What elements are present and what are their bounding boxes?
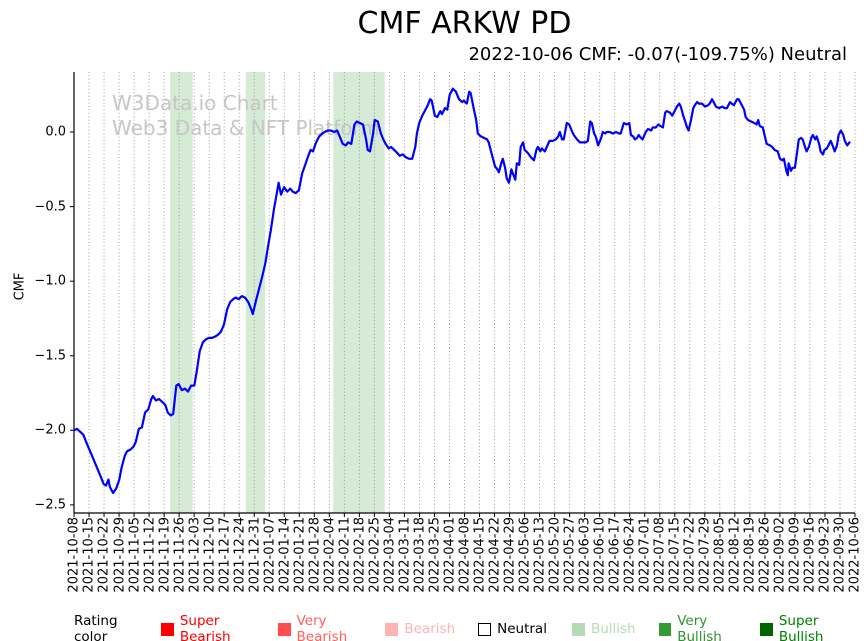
legend-item-super-bullish: Super Bullish [760, 613, 864, 641]
x-tick-label: 2021-12-24 [232, 517, 248, 593]
legend-swatch [478, 622, 492, 636]
y-tick-label: −2.0 [34, 422, 66, 438]
x-tick-label: 2022-01-14 [277, 517, 293, 593]
x-tick-labels: 2021-10-08 2021-10-15 2021-10-22 2021-10-29… [67, 517, 863, 617]
x-tick-label: 2022-03-11 [397, 517, 413, 593]
x-tick-label: 2022-02-11 [337, 517, 353, 593]
legend-item-super-bearish: Super Bearish [161, 613, 271, 641]
y-tick-label: 0.0 [45, 124, 66, 140]
legend-item-bearish: Bearish [385, 621, 455, 637]
x-tick-label: 2022-09-16 [802, 517, 818, 593]
rating-legend: Rating color Super Bearish Very Bearish Be… [74, 613, 864, 641]
x-tick-label: 2022-06-24 [622, 517, 638, 593]
x-tick-label: 2022-05-13 [532, 517, 548, 593]
x-tick-label: 2022-06-03 [577, 517, 593, 593]
legend-item-bullish: Bullish [571, 621, 636, 637]
x-tick-label: 2022-07-08 [652, 517, 668, 593]
legend-item-label: Super Bearish [179, 613, 231, 641]
x-tick-label: 2022-04-01 [442, 517, 458, 593]
x-tick-label: 2022-07-29 [697, 517, 713, 593]
x-tick-label: 2022-02-18 [352, 517, 368, 593]
x-tick-label: 2021-11-12 [142, 517, 158, 593]
legend-item-very-bullish: Very Bullish [658, 613, 754, 641]
legend-swatch [760, 622, 773, 636]
x-tick-label: 2022-08-12 [727, 517, 743, 593]
x-tick-label: 2022-09-23 [817, 517, 833, 593]
x-tick-label: 2022-04-15 [472, 517, 488, 593]
x-tick-label: 2021-11-26 [172, 517, 188, 593]
y-tick-label: −2.5 [34, 497, 66, 513]
legend-swatch [658, 622, 672, 636]
x-tick-label: 2022-05-06 [517, 517, 533, 593]
x-tick-label: 2022-09-09 [787, 517, 803, 593]
x-tick-label: 2021-11-19 [157, 517, 173, 593]
watermark-line1: W3Data.io Chart [112, 91, 278, 115]
x-tick-label: 2021-12-17 [217, 517, 233, 593]
x-tick-label: 2022-07-22 [682, 517, 698, 593]
x-tick-label: 2022-07-15 [667, 517, 683, 593]
x-tick-label: 2022-03-25 [427, 517, 443, 593]
x-tick-label: 2022-08-19 [742, 517, 758, 593]
x-tick-label: 2022-04-29 [502, 517, 518, 593]
x-tick-label: 2022-09-02 [772, 517, 788, 593]
legend-item-label: Very Bearish [296, 613, 348, 641]
x-tick-label: 2022-03-04 [382, 517, 398, 593]
watermark-line2: Web3 Data & NFT Platform [112, 116, 380, 140]
bullish-band [245, 72, 266, 513]
legend-item-label: Bullish [590, 621, 636, 637]
x-tick-label: 2021-10-29 [112, 517, 128, 593]
legend-title: Rating color [74, 613, 118, 641]
legend-item-neutral: Neutral [478, 621, 547, 637]
bullish-band [170, 72, 193, 513]
chart-title: CMF ARKW PD [357, 6, 572, 41]
x-tick-label: 2022-01-28 [307, 517, 323, 593]
x-tick-label: 2022-01-07 [262, 517, 278, 593]
y-tick-labels: 0.0 −0.5 −1.0 −1.5 −2.0 −2.5 [0, 72, 66, 513]
x-tick-label: 2022-05-20 [547, 517, 563, 593]
x-tick-label: 2022-04-22 [487, 517, 503, 593]
legend-item-label: Bearish [404, 621, 456, 637]
y-tick-label: −1.5 [34, 348, 66, 364]
x-tick-label: 2022-08-05 [712, 517, 728, 593]
x-tick-label: 2022-05-27 [562, 517, 578, 593]
x-tick-label: 2022-09-30 [832, 517, 848, 593]
legend-swatch [277, 622, 291, 636]
legend-item-label: Very Bullish [677, 613, 722, 641]
x-tick-label: 2021-10-22 [97, 517, 113, 593]
x-tick-label: 2022-02-04 [322, 517, 338, 593]
x-tick-label: 2021-10-08 [67, 517, 82, 593]
legend-swatch [571, 622, 585, 636]
y-tick-label: −1.0 [34, 273, 66, 289]
x-tick-label: 2022-08-26 [757, 517, 773, 593]
y-tick-label: −0.5 [34, 199, 66, 215]
x-tick-label: 2022-01-21 [292, 517, 308, 593]
cmf-line [72, 87, 851, 495]
x-tick-label: 2021-12-03 [187, 517, 203, 593]
x-tick-label: 2022-07-01 [637, 517, 653, 593]
x-tick-label: 2022-06-17 [607, 517, 623, 593]
x-tick-label: 2021-11-05 [127, 517, 143, 593]
x-tick-label: 2022-10-06 [848, 517, 863, 593]
legend-item-very-bearish: Very Bearish [277, 613, 378, 641]
legend-swatch [385, 622, 399, 636]
x-tick-label: 2022-06-10 [592, 517, 608, 593]
x-tick-label: 2021-12-10 [202, 517, 218, 593]
x-tick-label: 2022-03-18 [412, 517, 428, 593]
legend-item-label: Neutral [497, 621, 547, 637]
x-tick-label: 2021-12-31 [247, 517, 263, 593]
x-tick-label: 2021-10-15 [82, 517, 98, 593]
legend-item-label: Super Bullish [778, 613, 824, 641]
legend-swatch [161, 622, 174, 636]
x-tick-label: 2022-04-08 [457, 517, 473, 593]
x-tick-label: 2022-02-25 [367, 517, 383, 593]
chart-subtitle: 2022-10-06 CMF: -0.07(-109.75%) Neutral [468, 44, 847, 65]
